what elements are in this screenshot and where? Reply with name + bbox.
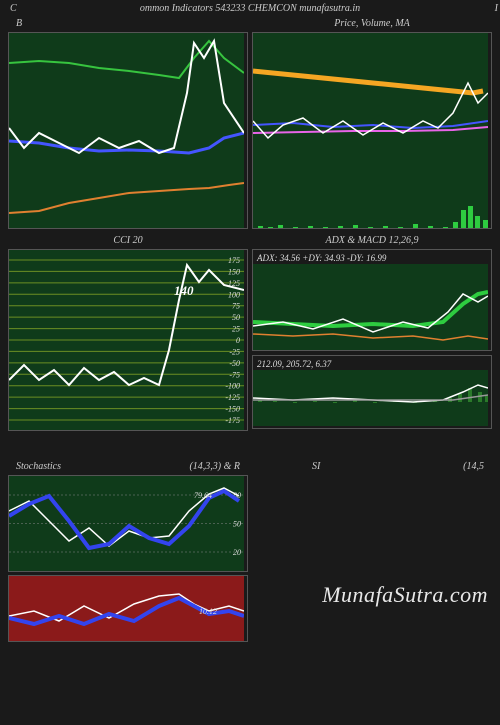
rsi-title-right: (14,5 bbox=[463, 459, 484, 475]
page-header: C ommon Indicators 543233 CHEMCON munafa… bbox=[0, 0, 500, 16]
svg-text:-25: -25 bbox=[229, 347, 240, 356]
rsi-panel: SI (14,5 bbox=[252, 459, 492, 642]
macd-chart: 212.09, 205.72, 6.37 bbox=[252, 355, 492, 429]
stoch-title-right: (14,3,3) & R bbox=[189, 459, 240, 475]
cci-panel: CCI 20 1751501251007550250-25-50-75-100-… bbox=[8, 233, 248, 431]
cci-chart: 1751501251007550250-25-50-75-100-125-150… bbox=[8, 249, 248, 431]
stoch-upper-chart: 80502079.64 bbox=[8, 475, 248, 572]
adx-chart: ADX: 34.56 +DY: 34.93 -DY: 16.99 bbox=[252, 249, 492, 351]
header-left: C bbox=[10, 3, 17, 14]
rsi-title-left: SI bbox=[312, 459, 320, 475]
svg-text:212.09, 205.72, 6.37: 212.09, 205.72, 6.37 bbox=[257, 359, 332, 369]
svg-text:100: 100 bbox=[228, 290, 240, 299]
svg-text:50: 50 bbox=[233, 520, 241, 529]
watermark: MunafaSutra.com bbox=[322, 582, 488, 608]
svg-text:75: 75 bbox=[232, 302, 240, 311]
stoch-title-left: Stochastics bbox=[16, 459, 61, 475]
header-center: ommon Indicators 543233 CHEMCON munafasu… bbox=[140, 3, 360, 14]
svg-text:-50: -50 bbox=[229, 359, 240, 368]
svg-text:79.64: 79.64 bbox=[194, 491, 212, 500]
price-ma-chart bbox=[252, 32, 492, 229]
adx-macd-title: ADX & MACD 12,26,9 bbox=[252, 233, 492, 249]
svg-text:10.12: 10.12 bbox=[199, 607, 217, 616]
svg-text:140: 140 bbox=[174, 283, 194, 298]
svg-text:-150: -150 bbox=[225, 405, 240, 414]
cci-title: CCI 20 bbox=[8, 233, 248, 249]
stoch-lower-chart: 10.12 bbox=[8, 575, 248, 642]
chart-grid: B ollinger Price, Volume, MA CCI 20 175 1… bbox=[0, 16, 500, 431]
price-ma-panel: Price, Volume, MA bbox=[252, 16, 492, 229]
svg-text:20: 20 bbox=[233, 548, 241, 557]
bollinger-chart bbox=[8, 32, 248, 229]
chart-grid-2: Stochastics (14,3,3) & R 80502079.64 10.… bbox=[0, 459, 500, 642]
svg-text:-100: -100 bbox=[225, 382, 240, 391]
svg-text:175: 175 bbox=[228, 256, 240, 265]
price-ma-title: Price, Volume, MA bbox=[252, 16, 492, 32]
header-right: I bbox=[495, 3, 498, 14]
svg-text:-75: -75 bbox=[229, 370, 240, 379]
bollinger-panel: B ollinger bbox=[8, 16, 248, 229]
svg-text:0: 0 bbox=[236, 336, 240, 345]
svg-text:ADX: 34.56 +DY: 34.93 -DY: 1: ADX: 34.56 +DY: 34.93 -DY: 16.99 bbox=[256, 253, 387, 263]
svg-text:50: 50 bbox=[232, 313, 240, 322]
svg-text:-125: -125 bbox=[225, 393, 240, 402]
bollinger-title-left: B bbox=[16, 16, 22, 32]
stochastics-panel: Stochastics (14,3,3) & R 80502079.64 10.… bbox=[8, 459, 248, 642]
svg-text:25: 25 bbox=[232, 325, 240, 334]
svg-text:150: 150 bbox=[228, 267, 240, 276]
svg-text:-175: -175 bbox=[225, 416, 240, 425]
adx-macd-panel: ADX & MACD 12,26,9 ADX: 34.56 +DY: 34.93… bbox=[252, 233, 492, 431]
